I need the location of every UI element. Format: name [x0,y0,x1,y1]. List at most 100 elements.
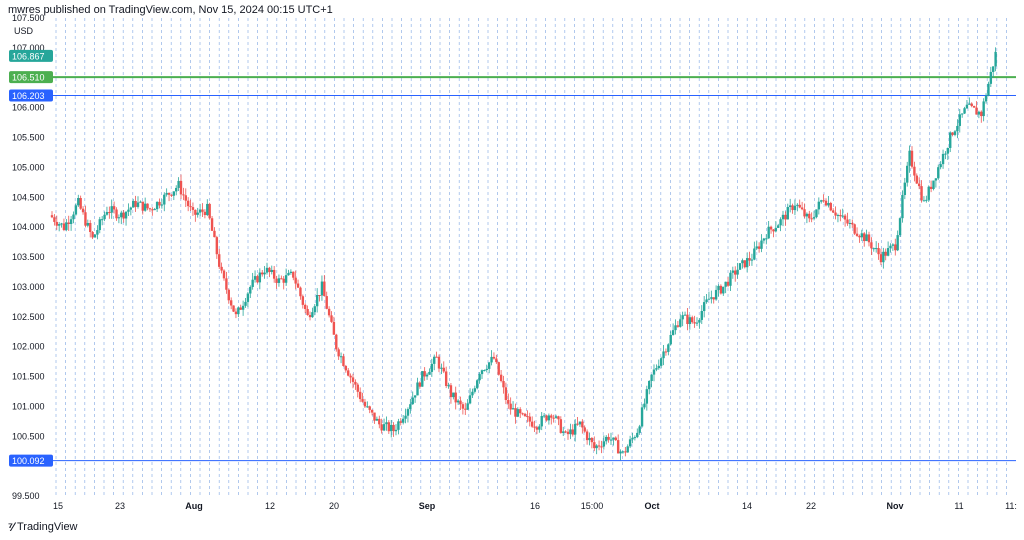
candle [366,401,369,408]
candle [631,432,634,444]
candle [671,323,675,336]
candle [729,270,732,291]
y-tick-label: 101.500 [12,372,45,382]
y-tick-label: 104.000 [12,222,45,232]
candle [583,425,586,433]
candle [143,197,147,212]
candle [239,304,242,310]
candle [454,386,457,410]
candle [786,203,789,220]
candle [927,185,930,202]
candle [676,320,680,328]
candle [468,388,472,405]
candle [788,198,792,213]
candle [882,247,885,269]
candle [542,412,546,419]
candle [67,215,70,231]
candle [249,285,252,299]
candle [748,251,751,266]
candle [421,371,424,387]
candle [74,203,78,216]
candle [595,444,598,455]
candle [662,344,665,366]
candle [805,212,809,224]
candle [382,418,386,432]
candle [60,222,63,228]
candle [452,392,455,400]
candle [855,227,859,237]
candle [941,149,945,169]
candle [447,382,450,389]
candle [62,218,66,232]
candle [487,361,491,374]
candle [184,188,187,208]
candle [134,195,137,212]
candle [951,132,954,137]
candle [179,174,183,200]
x-axis: 15 23 Aug 12 20 Sep 16 15:00 Oct 14 22 Nov 11 11: [53,501,1017,511]
candle [146,203,149,211]
candle [547,413,551,425]
candle [409,399,412,414]
candle [879,248,883,266]
candle [485,364,488,373]
candle [824,198,828,207]
candle [731,266,735,279]
candle [719,284,723,295]
candle [913,161,916,182]
candle [843,214,847,227]
candle [619,449,622,461]
candle [390,419,393,438]
candle [342,353,345,367]
candle [750,253,754,266]
candle [471,388,474,399]
candle [664,348,668,356]
price-badge-label: 106.510 [12,73,45,83]
candle [444,366,448,389]
candle [213,227,216,238]
candle [679,314,682,328]
y-tick-label: 103.500 [12,252,45,262]
candle [399,418,402,426]
candle [401,415,405,425]
candle [652,364,656,382]
y-tick-label: 99.500 [12,491,40,501]
candle [817,197,821,215]
candle [815,209,818,219]
candle [246,291,250,308]
candle [564,430,567,434]
candle [581,419,584,434]
candle [490,350,493,366]
candle [370,409,374,416]
candle [528,412,531,427]
price-badge: 106.867 [9,49,53,62]
candle [695,317,699,327]
candle [968,97,971,105]
candle [949,131,952,153]
candle [65,218,68,232]
candle [296,279,300,289]
candle [984,93,988,104]
x-tick-label: 11: [1005,501,1017,511]
candle [304,303,307,314]
candle [972,105,976,108]
candle [456,399,460,405]
candle [124,211,128,226]
candle [939,161,942,170]
candle [562,426,565,437]
candle [712,297,715,304]
y-tick-label: 107.500 [12,13,45,23]
candle [392,422,395,437]
vertical-grid [55,18,1007,496]
candle [956,119,959,139]
candle [910,146,914,169]
tradingview-brand[interactable]: ⁷⁄ TradingView [8,520,78,534]
candle [194,209,197,222]
candle [380,418,383,434]
candle [351,373,355,389]
candle [433,354,436,371]
candle [650,374,653,388]
candle [404,408,407,424]
candle [261,269,264,277]
